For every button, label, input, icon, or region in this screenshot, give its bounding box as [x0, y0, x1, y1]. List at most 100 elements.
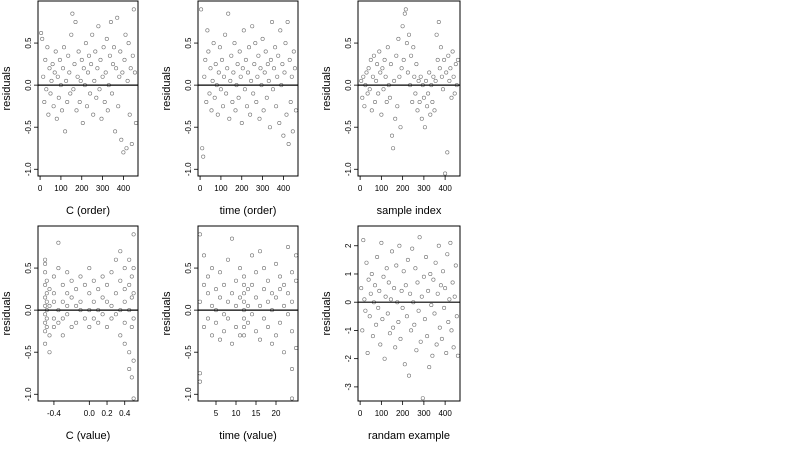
data-point [60, 66, 65, 71]
data-point [91, 299, 96, 304]
data-point [114, 66, 119, 71]
data-point [419, 116, 424, 121]
data-point [122, 341, 127, 346]
data-point [108, 19, 113, 24]
x-tick-label: 400 [117, 184, 131, 193]
data-point [120, 70, 125, 75]
data-point [415, 108, 420, 113]
data-point [382, 356, 387, 361]
data-point [59, 108, 64, 113]
data-point [242, 316, 247, 321]
data-point [449, 328, 454, 333]
data-point [418, 74, 423, 79]
data-point [78, 78, 83, 83]
data-point [277, 287, 282, 292]
data-points [39, 7, 138, 155]
data-point [428, 112, 433, 117]
data-point [450, 280, 455, 285]
data-point [122, 266, 127, 271]
data-point [265, 299, 270, 304]
data-point [290, 129, 295, 134]
data-point [403, 7, 408, 12]
y-axis-title: residuals [321, 66, 333, 111]
data-point [381, 87, 386, 92]
data-point [210, 333, 215, 338]
data-point [210, 303, 215, 308]
data-point [56, 266, 61, 271]
data-point [264, 95, 269, 100]
data-point [122, 299, 127, 304]
data-point [270, 87, 275, 92]
data-point [95, 66, 100, 71]
data-point [254, 270, 259, 275]
data-point [448, 240, 453, 245]
data-point [399, 66, 404, 71]
data-point [443, 286, 448, 291]
data-point [42, 100, 47, 105]
data-point [255, 74, 260, 79]
data-point [225, 66, 230, 71]
data-point [90, 32, 95, 37]
data-point [239, 121, 244, 126]
data-point [198, 371, 203, 376]
data-point [445, 252, 450, 257]
data-point [232, 41, 237, 46]
x-tick-label: 200 [235, 184, 249, 193]
data-point [51, 104, 56, 109]
data-point [375, 62, 380, 67]
data-point [43, 270, 48, 275]
data-point [101, 45, 106, 50]
data-point [88, 91, 93, 96]
data-point [444, 350, 449, 355]
data-point [44, 299, 49, 304]
x-tick-label: 400 [438, 184, 452, 193]
data-point [131, 396, 136, 401]
data-point [51, 299, 56, 304]
data-point [438, 283, 443, 288]
data-point [78, 274, 83, 279]
data-point [430, 353, 435, 358]
data-point [427, 70, 432, 75]
data-point [208, 66, 213, 71]
data-point [233, 108, 238, 113]
data-point [205, 28, 210, 33]
x-tick-label: 0 [358, 409, 363, 418]
data-point [43, 57, 48, 62]
data-point [281, 303, 286, 308]
data-point [367, 314, 372, 319]
data-point [226, 299, 231, 304]
data-point [450, 49, 455, 54]
data-point [404, 314, 409, 319]
data-point [420, 396, 425, 401]
data-point [393, 116, 398, 121]
data-point [406, 32, 411, 37]
data-point [206, 291, 211, 296]
data-point [122, 320, 127, 325]
data-point [44, 291, 49, 296]
data-point [218, 337, 223, 342]
data-point [265, 62, 270, 67]
data-point [57, 57, 62, 62]
data-point [261, 108, 266, 113]
data-point [74, 108, 79, 113]
data-point [292, 66, 297, 71]
data-point [115, 15, 120, 20]
data-point [118, 249, 123, 254]
data-point [443, 171, 448, 176]
data-point [253, 41, 258, 46]
data-points [359, 7, 460, 176]
data-point [388, 62, 393, 67]
data-point [74, 320, 79, 325]
data-point [291, 49, 296, 54]
x-tick-label: 0 [198, 184, 203, 193]
data-point [238, 295, 243, 300]
data-point [104, 36, 109, 41]
x-tick-label: 15 [252, 409, 261, 418]
y-tick-label: 0 [344, 299, 353, 304]
data-point [446, 53, 451, 58]
data-point [455, 353, 460, 358]
data-point [289, 366, 294, 371]
data-point [55, 74, 60, 79]
y-tick-label: 0.5 [24, 262, 33, 274]
data-point [425, 334, 430, 339]
